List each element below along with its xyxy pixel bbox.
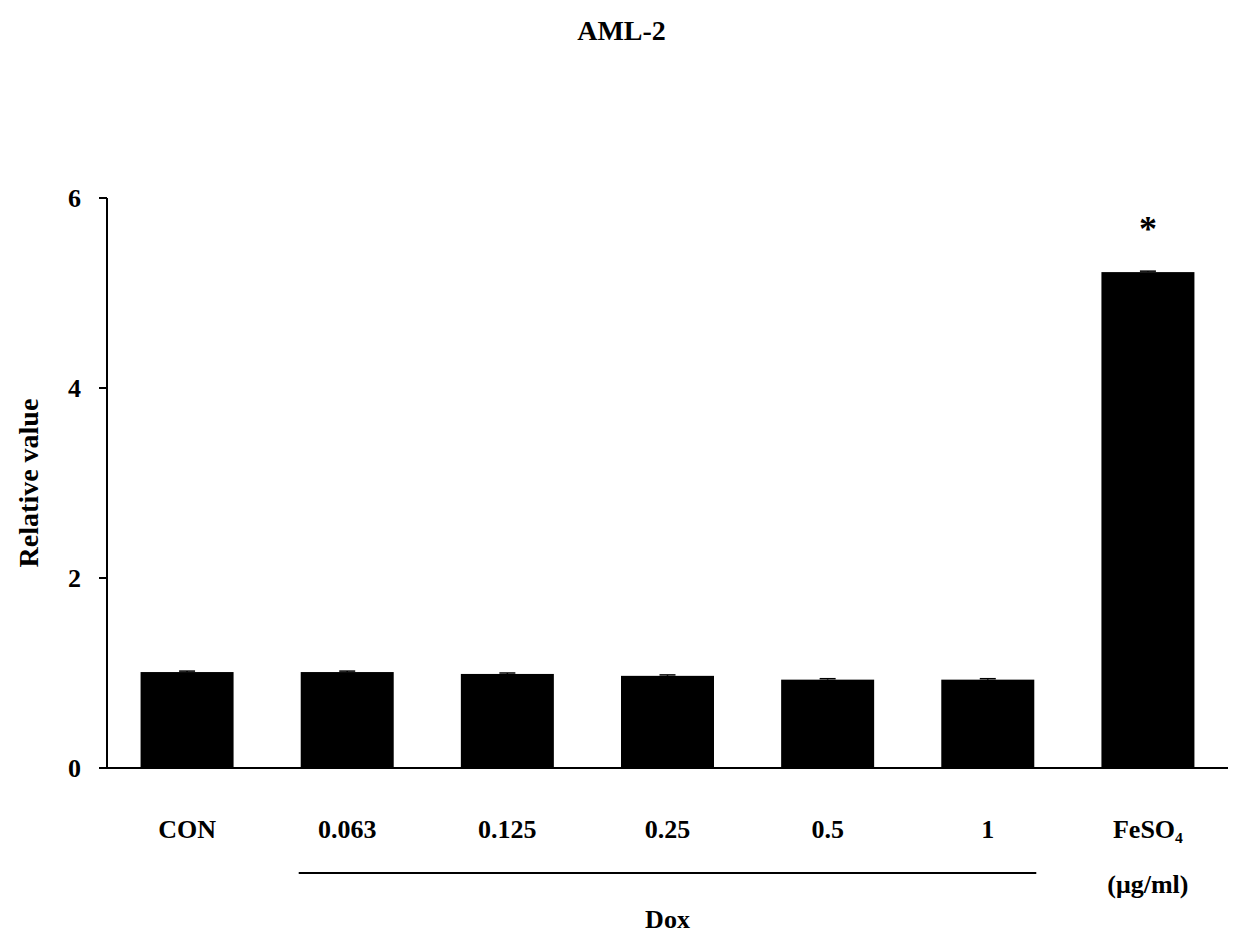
error-bar — [980, 678, 996, 680]
y-axis-label: Relative value — [13, 399, 44, 568]
bar — [781, 680, 874, 768]
error-cap — [660, 674, 676, 676]
error-bar — [660, 674, 676, 676]
y-tick — [99, 577, 107, 579]
x-axis — [107, 767, 1228, 769]
y-tick-label: 0 — [68, 754, 81, 783]
group-label: Dox — [645, 905, 690, 934]
bars — [141, 271, 1195, 768]
y-tick — [99, 767, 107, 769]
group-bracket — [299, 872, 1037, 874]
significance-marker: * — [1139, 209, 1157, 249]
error-cap — [179, 670, 195, 672]
error-bar — [339, 671, 355, 673]
y-axis — [106, 198, 108, 768]
chart-svg: AML-2 0 2 4 6 Relative value CON 0.063 0.125 0.25… — [0, 0, 1243, 946]
error-bar — [820, 678, 836, 680]
x-tick-label: CON — [158, 815, 216, 844]
bar — [621, 676, 714, 768]
y-tick-label: 2 — [68, 564, 81, 593]
x-tick-label: FeSO₄ — [1113, 815, 1183, 844]
bar — [141, 672, 234, 768]
x-unit: (μg/ml) — [1107, 870, 1188, 899]
error-cap — [980, 678, 996, 680]
error-cap — [1140, 270, 1156, 272]
chart-container: AML-2 0 2 4 6 Relative value CON 0.063 0.125 0.25… — [0, 0, 1243, 946]
y-tick — [99, 197, 107, 199]
x-tick-label: 0.25 — [645, 815, 691, 844]
y-tick — [99, 387, 107, 389]
error-cap — [499, 672, 515, 674]
error-bar — [179, 671, 195, 673]
bar — [1101, 272, 1194, 768]
error-cap — [339, 670, 355, 672]
title: AML-2 — [577, 15, 666, 46]
x-tick-label: 0.5 — [811, 815, 844, 844]
x-tick-label: 0.063 — [318, 815, 377, 844]
error-cap — [820, 678, 836, 680]
y-tick-label: 4 — [68, 374, 81, 403]
bar — [941, 680, 1034, 768]
y-tick-label: 6 — [68, 184, 81, 213]
x-tick-label: 0.125 — [478, 815, 537, 844]
bar — [461, 674, 554, 768]
error-bar — [1140, 271, 1156, 273]
x-tick-label: 1 — [981, 815, 994, 844]
error-bar — [499, 673, 515, 675]
bar — [301, 672, 394, 768]
